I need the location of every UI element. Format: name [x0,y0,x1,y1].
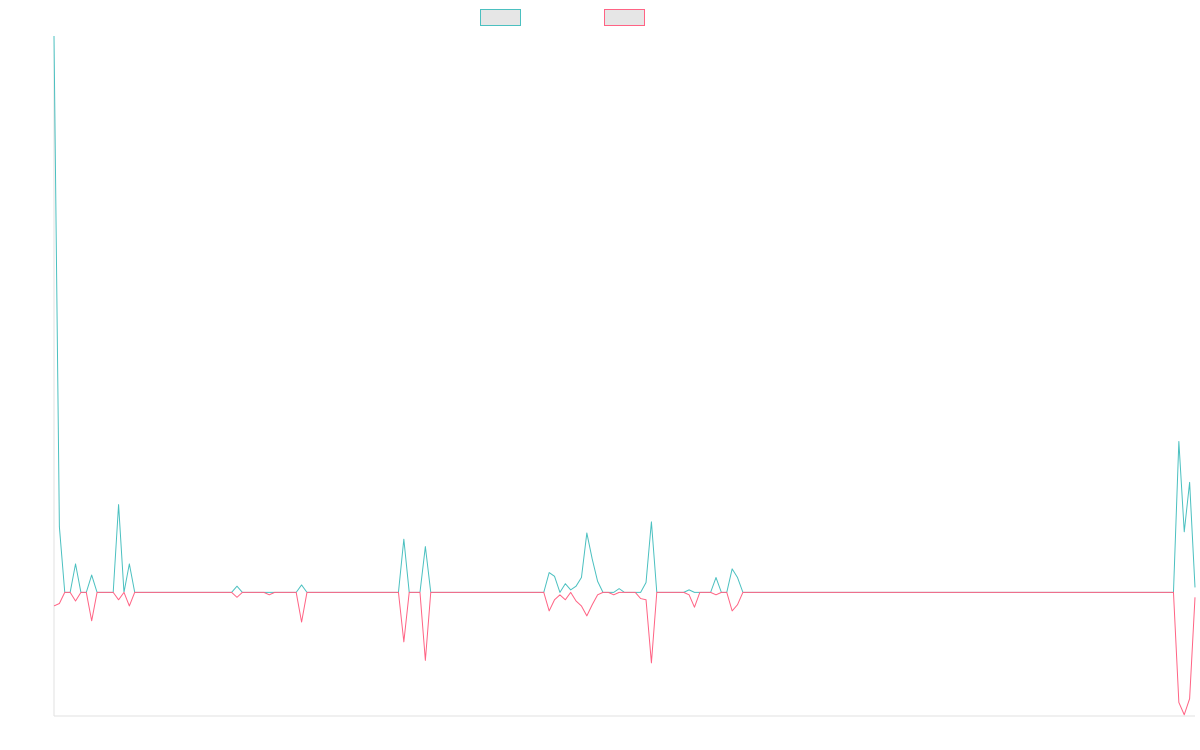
legend-swatch [480,9,521,26]
legend-swatch [604,9,645,26]
series-line [53,591,1196,716]
series-line [53,35,1196,593]
